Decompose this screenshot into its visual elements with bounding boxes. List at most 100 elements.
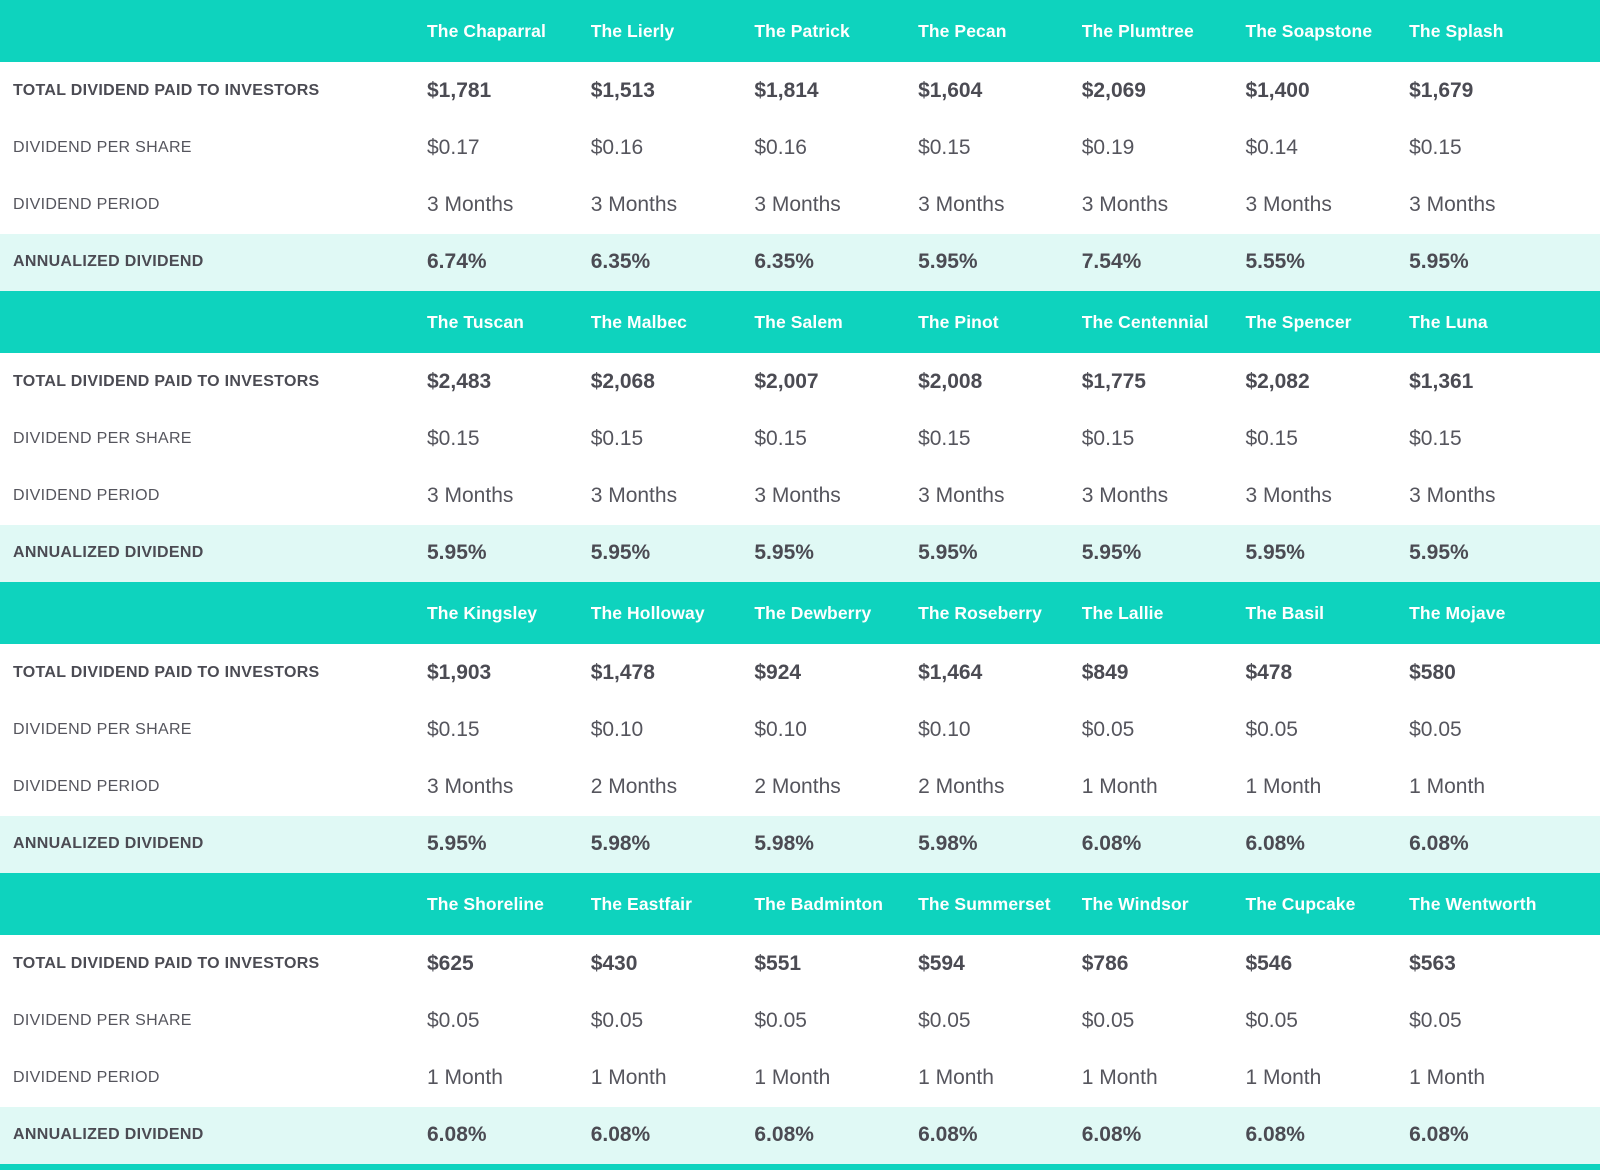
table-row-total: TOTAL DIVIDEND PAID TO INVESTORS $2,483 $2… [0, 353, 1600, 411]
cell-value: 3 Months [1081, 193, 1169, 217]
cell-value: 5.95% [1409, 250, 1469, 274]
cell-value: $1,814 [754, 78, 819, 102]
property-name-header: The Roseberry [918, 602, 1042, 623]
table-row-total: TOTAL DIVIDEND PAID TO INVESTORS $625 $430… [0, 935, 1600, 993]
header-spacer-cell [0, 0, 427, 62]
property-name-header: The Spencer [1245, 311, 1352, 332]
property-name-header: The Holloway [590, 602, 705, 623]
cell-value: $0.15 [1245, 426, 1298, 450]
property-group-2: The Tuscan The Malbec The Salem The Pinot Th… [0, 291, 1600, 582]
cell-value: 6.08% [1409, 1123, 1469, 1147]
cell-value: 5.98% [590, 832, 651, 856]
cell-value: 3 Months [918, 484, 1005, 508]
cell-value: $2,068 [590, 369, 655, 393]
property-name-header: The Splash [1409, 20, 1504, 41]
cell-value: $546 [1245, 951, 1293, 975]
property-group-1: The Chaparral The Lierly The Patrick The Pe… [0, 0, 1600, 291]
property-name-header: The Mojave [1409, 602, 1506, 623]
property-name-header: The Luna [1409, 311, 1488, 332]
cell-value: $1,513 [590, 78, 655, 102]
property-name-header: The Pecan [918, 20, 1007, 41]
cell-value: 5.95% [1245, 541, 1305, 565]
table-row-annualized: ANNUALIZED DIVIDEND 6.08% 6.08% 6.08% 6.08% 6… [0, 1106, 1600, 1164]
row-label: TOTAL DIVIDEND PAID TO INVESTORS [13, 663, 320, 681]
cell-value: $0.10 [918, 717, 971, 741]
cell-value: 3 Months [1245, 484, 1332, 508]
property-name-header: The Windsor [1081, 893, 1189, 914]
row-label: TOTAL DIVIDEND PAID TO INVESTORS [13, 372, 320, 390]
property-group-3: The Kingsley The Holloway The Dewberry The … [0, 582, 1600, 873]
table-row-plain: DIVIDEND PERIOD 3 Months 2 Months 2 Months 2… [0, 758, 1600, 816]
table-row-total: TOTAL DIVIDEND PAID TO INVESTORS $1,781 $1… [0, 62, 1600, 120]
cell-value: $0.05 [1245, 717, 1298, 741]
cell-value: $0.15 [1081, 426, 1135, 450]
cell-value: $0.16 [590, 135, 644, 159]
property-name-header: The Summerset [918, 893, 1051, 914]
row-label: DIVIDEND PER SHARE [13, 720, 192, 738]
cell-value: 1 Month [590, 1066, 667, 1090]
header-spacer-cell [0, 582, 427, 644]
cell-value: 6.08% [1081, 1123, 1142, 1147]
row-label: DIVIDEND PERIOD [13, 196, 160, 214]
cell-value: $0.05 [1081, 717, 1135, 741]
property-name-header: The Patrick [754, 20, 850, 41]
cell-value: $0.15 [754, 426, 807, 450]
cell-value: 5.95% [427, 832, 487, 856]
cell-value: 6.08% [1245, 1123, 1305, 1147]
cell-value: $849 [1081, 660, 1129, 684]
cell-value: $0.05 [1409, 717, 1462, 741]
property-name-header: The Kingsley [427, 602, 538, 623]
cell-value: 5.95% [427, 541, 487, 565]
cell-value: $0.05 [1409, 1008, 1462, 1032]
table-row-plain: DIVIDEND PER SHARE $0.05 $0.05 $0.05 $0.05 $0… [0, 992, 1600, 1050]
property-name-header: The Soapstone [1245, 20, 1373, 41]
cell-value: $551 [754, 951, 802, 975]
cell-value: 6.35% [754, 250, 814, 274]
cell-value: 1 Month [1081, 1066, 1158, 1090]
cell-value: 1 Month [1081, 775, 1158, 799]
row-label: DIVIDEND PERIOD [13, 1069, 160, 1087]
cell-value: 6.74% [427, 250, 487, 274]
property-name-header: The Chaparral [427, 20, 546, 41]
cell-value: $924 [754, 660, 802, 684]
cell-value: $0.15 [427, 426, 480, 450]
partial-next-section-header [0, 1164, 1600, 1170]
row-label: ANNUALIZED DIVIDEND [13, 835, 204, 853]
cell-value: 1 Month [1409, 775, 1486, 799]
cell-value: $2,483 [427, 369, 492, 393]
cell-value: $0.15 [590, 426, 644, 450]
cell-value: 6.08% [427, 1123, 487, 1147]
property-name-header: The Shoreline [427, 893, 545, 914]
cell-value: $0.17 [427, 135, 480, 159]
cell-value: $1,464 [918, 660, 983, 684]
cell-value: $0.05 [918, 1008, 971, 1032]
cell-value: $2,082 [1245, 369, 1310, 393]
cell-value: 1 Month [1245, 1066, 1322, 1090]
cell-value: $1,400 [1245, 78, 1310, 102]
cell-value: 3 Months [590, 484, 678, 508]
table-row-annualized: ANNUALIZED DIVIDEND 6.74% 6.35% 6.35% 5.95% 7… [0, 233, 1600, 291]
property-name-header: The Wentworth [1409, 893, 1537, 914]
cell-value: 3 Months [754, 193, 841, 217]
cell-value: $1,679 [1409, 78, 1474, 102]
cell-value: $0.16 [754, 135, 807, 159]
cell-value: $1,903 [427, 660, 492, 684]
cell-value: 5.98% [918, 832, 978, 856]
cell-value: 3 Months [1409, 193, 1496, 217]
section-header-row: The Tuscan The Malbec The Salem The Pinot Th… [0, 291, 1600, 353]
cell-value: 3 Months [754, 484, 841, 508]
cell-value: 1 Month [427, 1066, 503, 1090]
cell-value: 3 Months [1409, 484, 1496, 508]
property-name-header: The Badminton [754, 893, 884, 914]
cell-value: $0.15 [1409, 426, 1462, 450]
cell-value: $2,069 [1081, 78, 1146, 102]
section-header-row: The Kingsley The Holloway The Dewberry The … [0, 582, 1600, 644]
cell-value: 3 Months [427, 484, 514, 508]
property-name-header: The Basil [1245, 602, 1325, 623]
row-label: DIVIDEND PERIOD [13, 487, 160, 505]
cell-value: 1 Month [1245, 775, 1322, 799]
cell-value: 6.35% [590, 250, 651, 274]
table-row-annualized: ANNUALIZED DIVIDEND 5.95% 5.98% 5.98% 5.98% 6… [0, 815, 1600, 873]
property-name-header: The Plumtree [1081, 20, 1194, 41]
cell-value: $1,478 [590, 660, 655, 684]
